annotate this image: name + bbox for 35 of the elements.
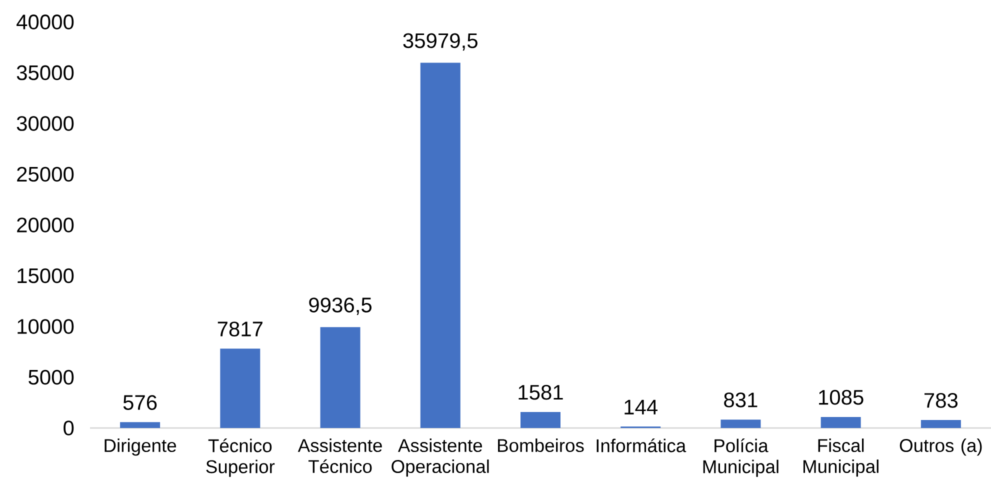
bar bbox=[920, 420, 961, 428]
y-tick-label: 30000 bbox=[16, 116, 74, 131]
y-tick-label: 35000 bbox=[16, 65, 74, 80]
x-tick-label: Fiscal Municipal bbox=[803, 438, 878, 477]
x-tick-label: Outros (a) bbox=[900, 438, 982, 456]
data-label: 144 bbox=[624, 400, 658, 414]
data-label: 7817 bbox=[218, 322, 262, 336]
data-label: 1085 bbox=[819, 390, 864, 405]
y-tick-label: 0 bbox=[64, 420, 74, 436]
bar bbox=[120, 422, 160, 428]
y-tick-label: 5000 bbox=[28, 370, 74, 385]
bar bbox=[820, 416, 861, 428]
y-tick-label: 20000 bbox=[17, 218, 74, 232]
bar bbox=[420, 62, 460, 428]
data-label: 35979,5 bbox=[403, 33, 478, 51]
x-tick-label: Técnico Superior bbox=[206, 438, 275, 477]
data-label: 1581 bbox=[518, 384, 563, 400]
x-tick-label: Dirigente bbox=[104, 438, 176, 456]
data-label: 831 bbox=[724, 392, 758, 408]
bar bbox=[220, 348, 260, 428]
x-tick-label: Assistente Operacional bbox=[392, 438, 489, 477]
y-tick-label: 25000 bbox=[17, 166, 74, 182]
bar bbox=[720, 420, 761, 428]
y-tick-label: 15000 bbox=[18, 268, 74, 284]
data-label: 576 bbox=[123, 395, 157, 410]
y-tick-label: 40000 bbox=[16, 14, 74, 30]
x-tick-label: Informática bbox=[596, 438, 686, 452]
data-label: 9936,5 bbox=[309, 298, 372, 315]
data-label: 783 bbox=[924, 392, 958, 408]
x-tick-label: Assistente Técnico bbox=[298, 438, 382, 474]
y-tick-label: 10000 bbox=[18, 319, 74, 334]
x-tick-label: Bombeiros bbox=[498, 438, 584, 452]
bar bbox=[520, 412, 560, 428]
x-tick-label: Polícia Municipal bbox=[703, 438, 778, 477]
bar bbox=[320, 327, 360, 428]
